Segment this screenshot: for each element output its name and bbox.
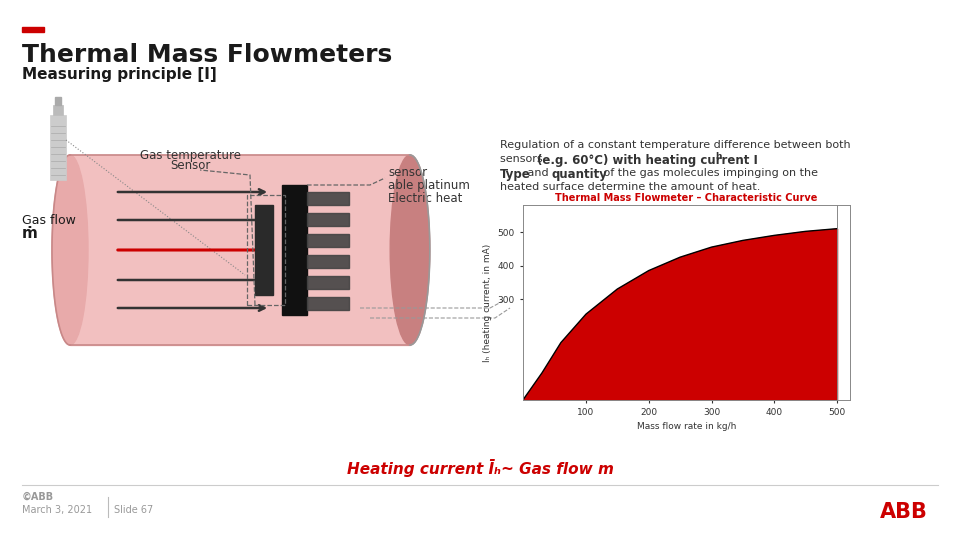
Bar xyxy=(247,195,285,305)
Bar xyxy=(307,213,349,226)
Bar xyxy=(55,97,61,105)
Bar xyxy=(307,297,349,310)
Bar xyxy=(53,105,63,115)
Text: Thermal Mass Flowmeters: Thermal Mass Flowmeters xyxy=(22,43,393,67)
Bar xyxy=(22,27,44,32)
Bar xyxy=(307,192,349,205)
Text: Type: Type xyxy=(500,168,531,181)
Text: Regulation of a constant temperature difference between both: Regulation of a constant temperature dif… xyxy=(500,140,851,150)
Text: ABB: ABB xyxy=(880,502,928,522)
Text: Electric heat: Electric heat xyxy=(388,192,463,205)
Text: h: h xyxy=(715,152,722,161)
Text: heated surface determine the amount of heat.: heated surface determine the amount of h… xyxy=(500,182,760,192)
Text: Slide 67: Slide 67 xyxy=(114,505,154,515)
Ellipse shape xyxy=(390,155,430,345)
Text: quantity: quantity xyxy=(552,168,608,181)
Text: Gas flow: Gas flow xyxy=(22,213,76,226)
Text: Measuring principle [I]: Measuring principle [I] xyxy=(22,67,217,82)
Y-axis label: Iₕ (heating current, in mA): Iₕ (heating current, in mA) xyxy=(483,244,492,361)
Bar xyxy=(307,234,349,247)
Text: ṁ: ṁ xyxy=(22,226,37,240)
Text: of the gas molecules impinging on the: of the gas molecules impinging on the xyxy=(600,168,818,178)
Bar xyxy=(282,185,307,315)
Text: (e.g. 60°C) with heating current I: (e.g. 60°C) with heating current I xyxy=(537,154,757,167)
Text: sensor: sensor xyxy=(388,166,427,179)
Text: sensors: sensors xyxy=(500,154,546,164)
Bar xyxy=(70,155,410,345)
Title: Thermal Mass Flowmeter – Characteristic Curve: Thermal Mass Flowmeter – Characteristic … xyxy=(555,193,818,203)
Bar xyxy=(307,255,349,268)
Text: able platinum: able platinum xyxy=(388,179,469,192)
Text: Sensor: Sensor xyxy=(170,159,210,172)
Text: and: and xyxy=(524,168,552,178)
Bar xyxy=(307,276,349,289)
Text: March 3, 2021: March 3, 2021 xyxy=(22,505,92,515)
Bar xyxy=(50,115,66,180)
Bar xyxy=(255,205,273,295)
Text: ©ABB: ©ABB xyxy=(22,492,54,502)
X-axis label: Mass flow rate in kg/h: Mass flow rate in kg/h xyxy=(636,422,736,431)
Ellipse shape xyxy=(52,155,88,345)
Text: Gas temperature: Gas temperature xyxy=(139,149,241,162)
Text: Heating current Īₕ~ Gas flow m: Heating current Īₕ~ Gas flow m xyxy=(347,459,613,477)
